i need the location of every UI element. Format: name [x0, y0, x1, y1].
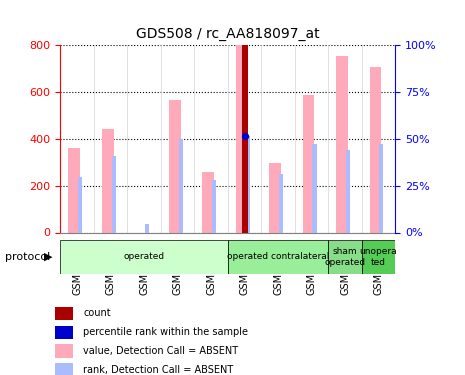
Bar — [269, 164, 281, 232]
Text: protocol: protocol — [5, 252, 50, 262]
Bar — [246, 136, 250, 232]
Bar — [55, 307, 73, 320]
Text: ▶: ▶ — [44, 252, 53, 262]
Bar — [236, 45, 247, 232]
Bar — [55, 363, 73, 375]
Bar — [312, 144, 317, 232]
Bar — [328, 240, 362, 274]
Text: count: count — [83, 309, 111, 318]
Bar — [346, 150, 350, 232]
Bar — [379, 144, 384, 232]
Text: operated: operated — [124, 252, 165, 261]
Bar — [279, 174, 283, 232]
Bar — [336, 56, 348, 232]
Point — [241, 134, 248, 140]
Bar — [55, 326, 73, 339]
Bar — [228, 240, 328, 274]
Bar — [55, 344, 73, 358]
Bar — [202, 172, 214, 232]
Text: sham
operated: sham operated — [325, 247, 365, 267]
Bar — [242, 45, 247, 232]
Bar — [78, 177, 82, 232]
Bar — [303, 95, 314, 232]
Bar — [102, 129, 113, 232]
Bar — [169, 100, 180, 232]
Text: percentile rank within the sample: percentile rank within the sample — [83, 327, 248, 337]
Bar — [145, 224, 149, 232]
Bar — [68, 148, 80, 232]
Bar — [362, 240, 395, 274]
Bar — [212, 180, 216, 232]
Text: operated contralateral: operated contralateral — [227, 252, 329, 261]
Text: value, Detection Call = ABSENT: value, Detection Call = ABSENT — [83, 346, 239, 356]
Bar — [60, 240, 228, 274]
Bar — [370, 67, 381, 232]
Title: GDS508 / rc_AA818097_at: GDS508 / rc_AA818097_at — [136, 27, 319, 41]
Text: unopera
ted: unopera ted — [360, 247, 397, 267]
Bar — [179, 139, 183, 232]
Text: rank, Detection Call = ABSENT: rank, Detection Call = ABSENT — [83, 365, 233, 375]
Bar — [112, 156, 116, 232]
